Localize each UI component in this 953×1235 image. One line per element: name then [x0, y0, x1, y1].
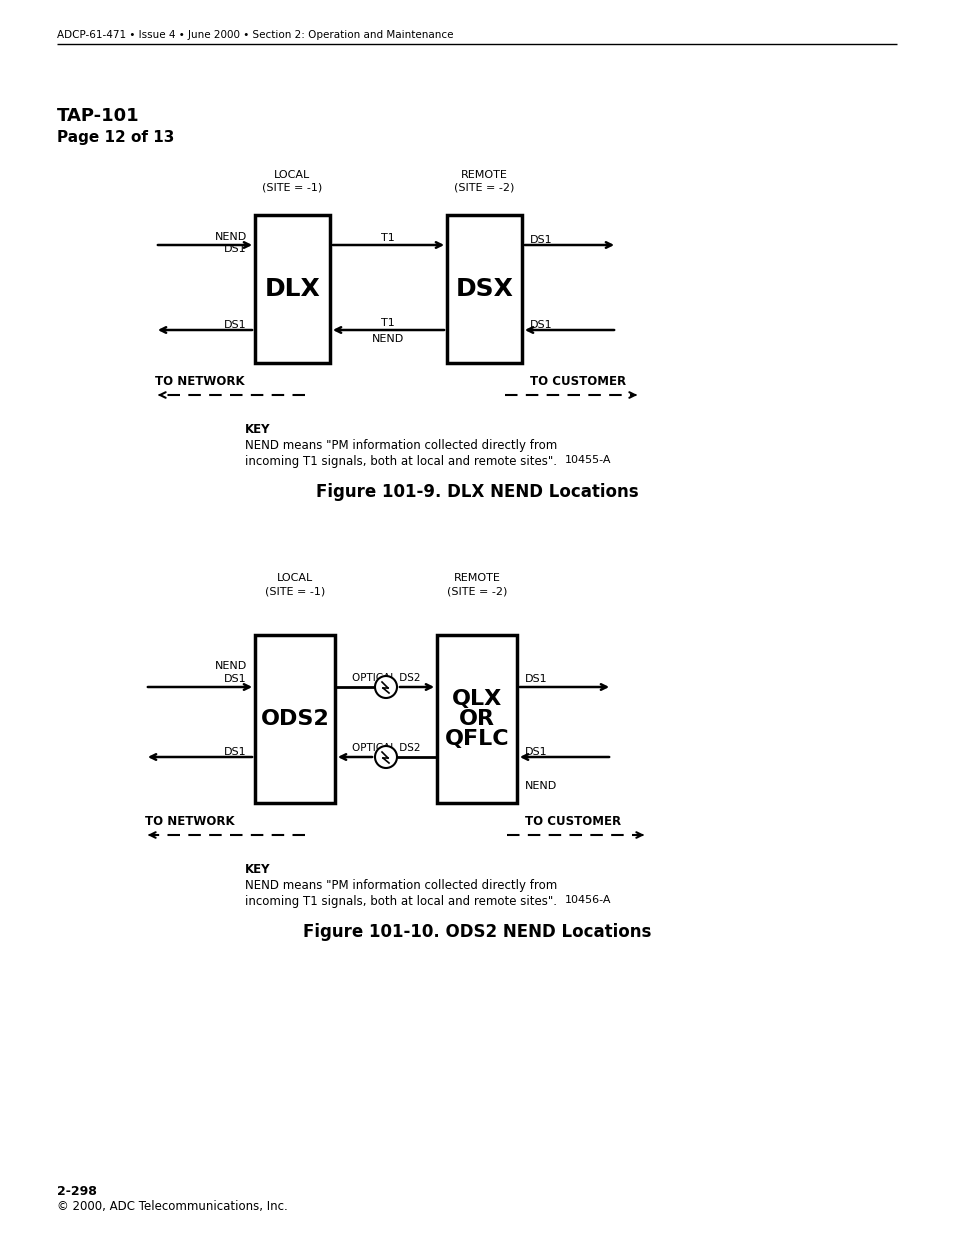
Text: NEND: NEND [372, 333, 404, 345]
Text: TO CUSTOMER: TO CUSTOMER [524, 815, 620, 827]
Text: TAP-101: TAP-101 [57, 107, 139, 125]
Text: DS1: DS1 [524, 674, 547, 684]
Text: OPTICAL DS2: OPTICAL DS2 [352, 673, 420, 683]
Text: QLX: QLX [452, 689, 501, 709]
Text: (SITE = -2): (SITE = -2) [446, 585, 507, 597]
Text: (SITE = -2): (SITE = -2) [454, 183, 514, 193]
Text: (SITE = -1): (SITE = -1) [265, 585, 325, 597]
Text: KEY: KEY [245, 863, 271, 876]
Text: Page 12 of 13: Page 12 of 13 [57, 130, 174, 144]
Text: DS1: DS1 [224, 245, 247, 254]
Text: TO NETWORK: TO NETWORK [154, 375, 244, 388]
Text: 10456-A: 10456-A [564, 895, 611, 905]
Text: DS1: DS1 [224, 674, 247, 684]
Text: DSX: DSX [456, 277, 513, 301]
Text: DS1: DS1 [224, 747, 247, 757]
Text: OPTICAL DS2: OPTICAL DS2 [352, 743, 420, 753]
Text: OR: OR [458, 709, 495, 729]
Text: DLX: DLX [264, 277, 320, 301]
Text: incoming T1 signals, both at local and remote sites".: incoming T1 signals, both at local and r… [245, 895, 557, 908]
Text: REMOTE: REMOTE [453, 573, 500, 583]
Text: Figure 101-9. DLX NEND Locations: Figure 101-9. DLX NEND Locations [315, 483, 638, 501]
Circle shape [375, 676, 396, 698]
Bar [447, 215, 521, 363]
Text: NEND: NEND [524, 781, 557, 790]
Text: 2-298: 2-298 [57, 1186, 97, 1198]
Text: QFLC: QFLC [444, 729, 509, 748]
Text: NEND means "PM information collected directly from: NEND means "PM information collected dir… [245, 879, 557, 892]
Bar [254, 215, 330, 363]
Text: 10455-A: 10455-A [564, 454, 611, 466]
Text: T1: T1 [381, 317, 395, 329]
Bar [254, 635, 335, 803]
Text: TO NETWORK: TO NETWORK [145, 815, 234, 827]
Text: DS1: DS1 [224, 320, 247, 330]
Text: TO CUSTOMER: TO CUSTOMER [530, 375, 625, 388]
Text: ADCP-61-471 • Issue 4 • June 2000 • Section 2: Operation and Maintenance: ADCP-61-471 • Issue 4 • June 2000 • Sect… [57, 30, 453, 40]
Circle shape [375, 746, 396, 768]
Text: REMOTE: REMOTE [460, 170, 507, 180]
Text: Figure 101-10. ODS2 NEND Locations: Figure 101-10. ODS2 NEND Locations [302, 923, 651, 941]
Text: KEY: KEY [245, 424, 271, 436]
Text: DS1: DS1 [530, 235, 552, 245]
Text: (SITE = -1): (SITE = -1) [262, 183, 322, 193]
Text: © 2000, ADC Telecommunications, Inc.: © 2000, ADC Telecommunications, Inc. [57, 1200, 288, 1213]
Text: NEND: NEND [214, 661, 247, 671]
Text: LOCAL: LOCAL [276, 573, 313, 583]
Text: NEND means "PM information collected directly from: NEND means "PM information collected dir… [245, 438, 557, 452]
Text: DS1: DS1 [524, 747, 547, 757]
Text: NEND: NEND [214, 232, 247, 242]
Text: T1: T1 [381, 233, 395, 243]
Text: DS1: DS1 [530, 320, 552, 330]
Text: incoming T1 signals, both at local and remote sites".: incoming T1 signals, both at local and r… [245, 454, 557, 468]
Text: ODS2: ODS2 [260, 709, 329, 729]
Text: LOCAL: LOCAL [274, 170, 310, 180]
Bar [436, 635, 517, 803]
